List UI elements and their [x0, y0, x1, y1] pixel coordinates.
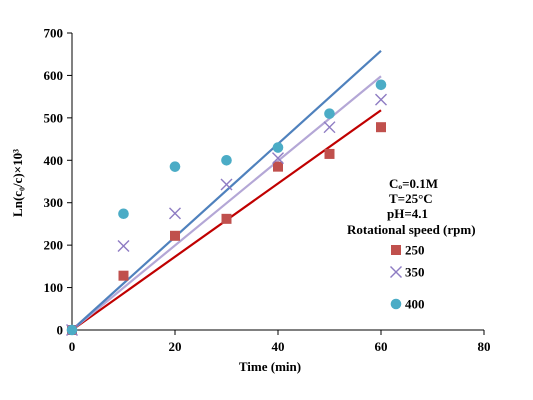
plot-area: 0 100 200 300 400 500 600 700 0 20 40 60 80	[44, 26, 491, 355]
data-point-250	[221, 213, 232, 224]
data-point-400	[118, 208, 129, 220]
data-point-250	[273, 161, 283, 172]
data-point-400	[169, 161, 181, 172]
legend-marker-350-stroke	[390, 266, 402, 278]
data-point-250	[170, 230, 180, 241]
y-axis-title: Ln(c₀/c)×10³	[10, 149, 25, 217]
x-tick-label: 60	[375, 339, 388, 354]
data-point-400	[272, 142, 284, 153]
data-point-350-stroke	[323, 121, 336, 134]
data-point-350	[272, 152, 284, 165]
data-point-350	[323, 121, 336, 134]
legend-marker-350	[390, 266, 402, 278]
data-point-350-stroke	[169, 207, 181, 220]
y-tick-label: 300	[44, 195, 64, 210]
legend-marker-250	[391, 245, 401, 255]
legend-label-350: 350	[405, 265, 425, 280]
data-point-400	[375, 79, 387, 91]
x-tick-label: 40	[272, 339, 285, 354]
x-axis-title: Time (min)	[239, 359, 301, 374]
data-point-250	[324, 148, 335, 159]
data-point-400	[324, 108, 335, 119]
trend-line-400	[71, 50, 382, 331]
data-point-350-stroke	[117, 239, 130, 252]
data-point-350-stroke	[220, 178, 233, 191]
annotation-temperature: T=25°C	[389, 191, 433, 206]
data-point-400	[66, 324, 78, 336]
data-point-350	[220, 178, 233, 191]
y-tick-label: 200	[44, 238, 64, 253]
annotation-block: Cₒ=0.1M T=25°C pH=4.1 Rotational speed (…	[347, 176, 476, 237]
data-point-400	[221, 154, 232, 166]
x-tick-label: 80	[478, 339, 491, 354]
data-point-250	[118, 270, 129, 281]
x-tick-label: 20	[169, 339, 182, 354]
x-tick-label: 0	[69, 339, 76, 354]
data-point-250	[376, 122, 386, 133]
data-point-350	[375, 93, 387, 106]
annotation-concentration: Cₒ=0.1M	[389, 176, 438, 191]
y-tick-label: 0	[57, 323, 64, 338]
annotation-ph: pH=4.1	[387, 206, 428, 221]
legend: 250 350 400	[390, 243, 425, 312]
data-point-350	[117, 239, 130, 252]
y-tick-label: 400	[44, 153, 64, 168]
y-tick-label: 600	[44, 68, 64, 83]
y-tick-label: 500	[44, 110, 64, 125]
legend-title: Rotational speed (rpm)	[347, 222, 476, 237]
data-point-350	[169, 207, 181, 220]
y-tick-label: 700	[44, 26, 64, 41]
data-point-350-stroke	[375, 93, 387, 106]
legend-label-400: 400	[405, 297, 425, 312]
y-tick-label: 100	[44, 280, 64, 295]
legend-marker-400	[390, 298, 402, 310]
data-point-350-stroke	[272, 152, 284, 165]
legend-label-250: 250	[405, 243, 425, 258]
